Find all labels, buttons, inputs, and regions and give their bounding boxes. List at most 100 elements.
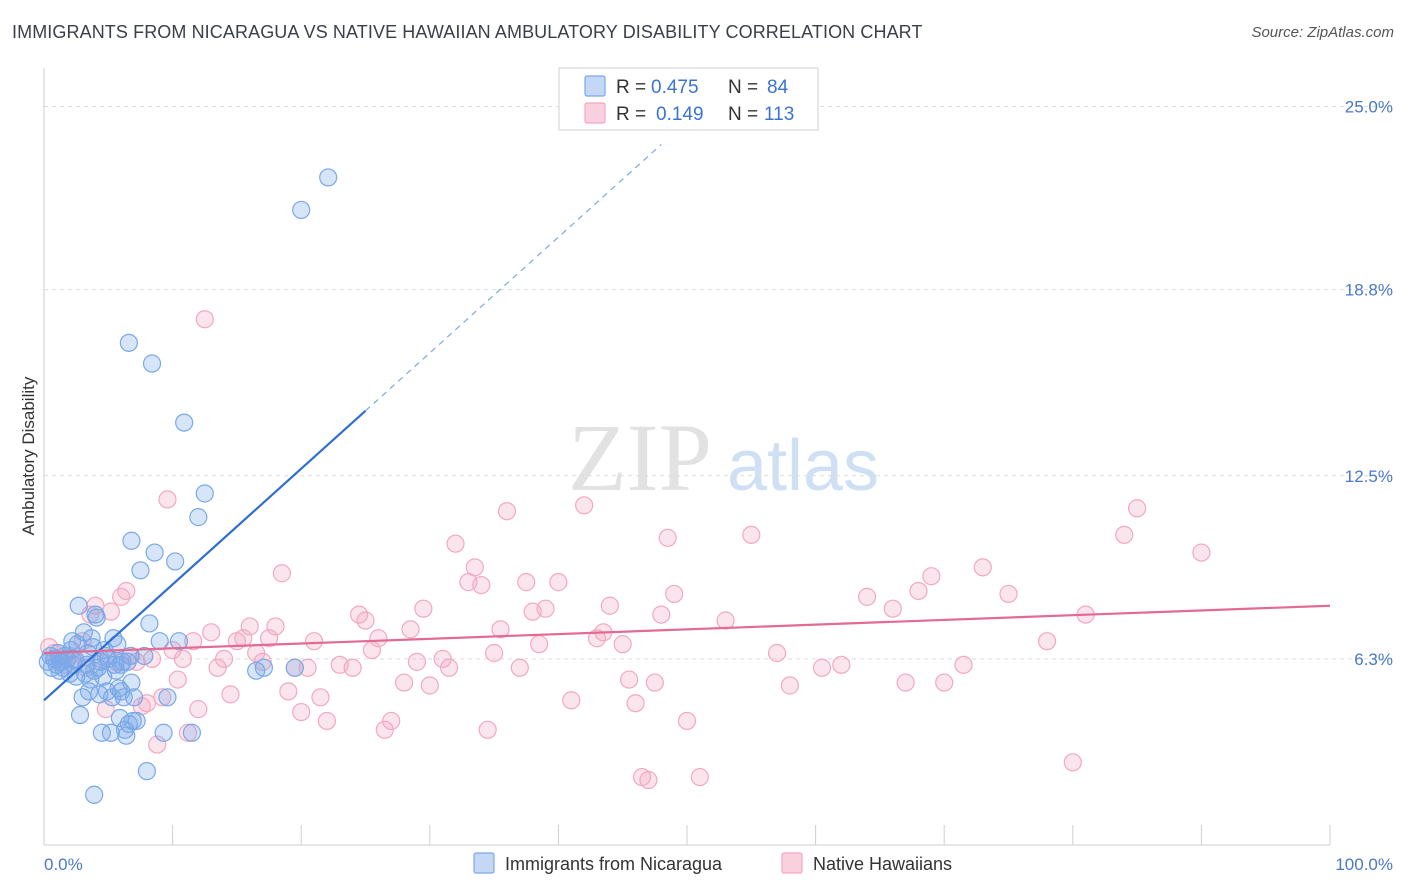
legend-swatch-pink xyxy=(584,102,606,124)
point-nicaragua-67 xyxy=(140,614,159,633)
point-hawaiian-91 xyxy=(658,528,677,547)
y-tick-label-0: 6.3% xyxy=(1354,650,1393,669)
point-hawaiian-89 xyxy=(645,673,664,692)
point-hawaiian-74 xyxy=(517,573,536,592)
point-hawaiian-100 xyxy=(832,655,851,674)
correlation-legend: R = 0.475 N = 84 R = 0.149 N = 113 xyxy=(558,67,819,131)
point-hawaiian-55 xyxy=(369,629,388,648)
point-hawaiian-84 xyxy=(613,635,632,654)
legend-r-label-pink: R = xyxy=(616,104,646,125)
point-nicaragua-70 xyxy=(150,632,169,651)
point-hawaiian-83 xyxy=(600,596,619,615)
point-hawaiian-60 xyxy=(407,652,427,671)
point-hawaiian-29 xyxy=(189,700,208,719)
point-nicaragua-69 xyxy=(145,543,164,562)
point-hawaiian-71 xyxy=(491,620,510,639)
point-hawaiian-47 xyxy=(304,632,324,651)
point-hawaiian-28 xyxy=(184,632,203,651)
point-nicaragua-65 xyxy=(135,646,154,666)
point-hawaiian-26 xyxy=(173,649,192,669)
point-hawaiian-107 xyxy=(954,655,973,674)
point-nicaragua-82 xyxy=(319,168,338,187)
trend-line-nicaragua xyxy=(43,409,367,702)
point-nicaragua-31 xyxy=(87,608,106,627)
point-hawaiian-49 xyxy=(317,711,337,731)
point-hawaiian-43 xyxy=(279,682,298,701)
point-hawaiian-31 xyxy=(202,623,221,642)
point-nicaragua-73 xyxy=(166,552,185,571)
y-tick-label-1: 12.5% xyxy=(1345,467,1393,486)
x-tick-label-min: 0.0% xyxy=(44,855,83,874)
point-nicaragua-63 xyxy=(127,711,146,731)
point-nicaragua-77 xyxy=(189,508,208,527)
point-hawaiian-37 xyxy=(240,617,259,636)
point-hawaiian-57 xyxy=(382,711,401,731)
point-hawaiian-108 xyxy=(973,558,992,577)
point-nicaragua-41 xyxy=(101,723,120,742)
point-hawaiian-93 xyxy=(677,711,697,731)
point-nicaragua-83 xyxy=(285,658,304,677)
point-nicaragua-74 xyxy=(169,632,189,651)
point-nicaragua-39 xyxy=(97,682,117,701)
point-hawaiian-15 xyxy=(117,581,136,601)
point-hawaiian-33 xyxy=(214,649,234,669)
point-hawaiian-79 xyxy=(562,691,581,710)
point-hawaiian-25 xyxy=(168,670,187,689)
x-ticks xyxy=(43,825,1331,845)
point-nicaragua-66 xyxy=(137,762,156,781)
y-tick-label-2: 18.8% xyxy=(1345,281,1393,300)
source-credit: Source: ZipAtlas.com xyxy=(1251,24,1394,41)
point-hawaiian-78 xyxy=(549,573,568,592)
point-hawaiian-45 xyxy=(292,702,311,722)
legend-r-label-blue: R = xyxy=(616,77,646,98)
point-hawaiian-94 xyxy=(690,767,709,787)
point-nicaragua-78 xyxy=(195,484,214,503)
y-tick-labels: 6.3% 12.5% 18.8% 25.0% xyxy=(1345,98,1393,669)
point-hawaiian-21 xyxy=(148,735,167,754)
point-hawaiian-40 xyxy=(259,629,279,648)
point-hawaiian-65 xyxy=(446,534,465,553)
series-nicaragua-points xyxy=(38,168,338,804)
bottom-legend-swatch-blue xyxy=(473,852,495,874)
watermark-zip: ZIP xyxy=(568,404,712,511)
legend-swatch-blue xyxy=(584,75,606,97)
point-hawaiian-68 xyxy=(472,575,491,595)
legend-n-label-blue: N = xyxy=(728,77,758,98)
point-hawaiian-48 xyxy=(311,688,330,707)
gridlines xyxy=(44,106,1393,660)
point-nicaragua-68 xyxy=(142,354,162,373)
point-hawaiian-110 xyxy=(1037,632,1057,651)
point-nicaragua-61 xyxy=(119,333,138,352)
point-hawaiian-41 xyxy=(266,617,285,636)
point-hawaiian-103 xyxy=(896,673,915,692)
legend-n-value-pink: 113 xyxy=(764,104,794,125)
point-nicaragua-64 xyxy=(131,561,150,580)
point-hawaiian-67 xyxy=(465,558,484,577)
legend-n-value-blue: 84 xyxy=(767,77,789,98)
point-hawaiian-86 xyxy=(626,694,645,713)
point-hawaiian-58 xyxy=(394,673,414,692)
point-nicaragua-84 xyxy=(85,785,104,804)
point-nicaragua-62 xyxy=(112,655,131,674)
point-hawaiian-77 xyxy=(536,599,555,618)
point-hawaiian-90 xyxy=(652,605,671,624)
point-nicaragua-19 xyxy=(70,705,90,725)
point-hawaiian-27 xyxy=(178,723,198,742)
point-hawaiian-111 xyxy=(1063,753,1082,772)
point-hawaiian-63 xyxy=(433,649,452,669)
point-hawaiian-92 xyxy=(665,584,684,604)
point-hawaiian-51 xyxy=(343,658,362,677)
point-hawaiian-109 xyxy=(999,584,1018,604)
bottom-legend-label-blue: Immigrants from Nicaragua xyxy=(505,854,723,874)
point-hawaiian-69 xyxy=(478,720,497,739)
point-hawaiian-22 xyxy=(153,688,172,707)
point-nicaragua-18 xyxy=(69,596,88,615)
point-hawaiian-73 xyxy=(510,658,529,677)
watermark-atlas: atlas xyxy=(727,426,879,506)
point-hawaiian-95 xyxy=(716,611,735,630)
point-hawaiian-56 xyxy=(375,720,394,739)
point-hawaiian-62 xyxy=(420,676,439,695)
point-hawaiian-96 xyxy=(742,525,761,544)
point-hawaiian-42 xyxy=(272,564,292,583)
